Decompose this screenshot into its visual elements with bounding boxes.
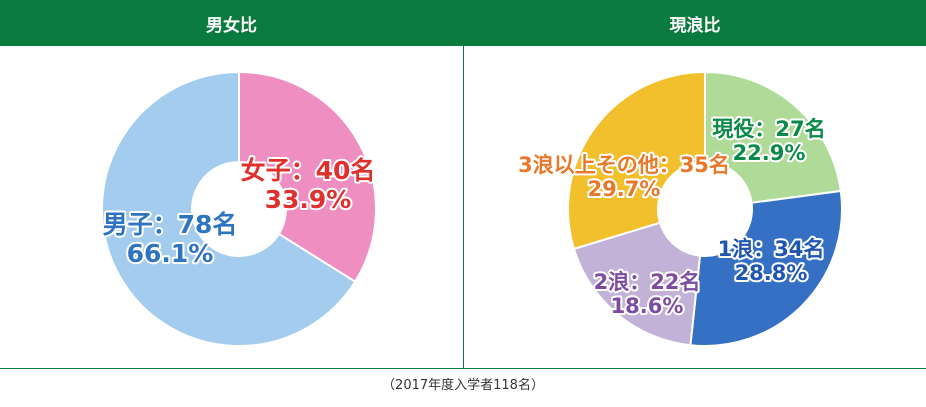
slice-name-count: 3浪以上その他：35名 (518, 153, 730, 177)
gender-ratio-panel: 男女比 女子：40名 33.9% 男子：78名 66.1% (0, 0, 463, 368)
ronin-slice-label-1: 1浪：34名 28.8% (718, 237, 825, 285)
ronin-slice-label-2: 2浪：22名 18.6% (594, 270, 701, 318)
panel-divider (463, 0, 464, 368)
slice-percent: 18.6% (611, 294, 684, 318)
ronin-ratio-panel: 現浪比 現役：27名 22.9% 1浪：34名 28.8% 2浪：22名 18.6% 3浪以… (464, 0, 926, 368)
ronin-slice-0 (704, 70, 842, 204)
slice-name-count: 現役：27名 (712, 117, 825, 141)
slice-name-count: 男子：78名 (103, 210, 238, 239)
bottom-divider (0, 368, 926, 369)
ronin-ratio-donut-chart: 現役：27名 22.9% 1浪：34名 28.8% 2浪：22名 18.6% 3浪以上その他… (516, 70, 843, 347)
slice-percent: 29.7% (588, 177, 661, 201)
gender-slice-label-0: 女子：40名 33.9% (241, 156, 376, 214)
ronin-slice-label-3: 3浪以上その他：35名 29.7% (518, 153, 730, 201)
slice-percent: 28.8% (735, 261, 808, 285)
footnote: （2017年度入学者118名） (382, 378, 544, 393)
gender-ratio-header: 男女比 (0, 0, 463, 46)
gender-ratio-title: 男女比 (206, 15, 257, 36)
gender-slice-1 (101, 70, 357, 347)
ronin-slice-2 (572, 221, 702, 347)
ronin-slice-1 (689, 189, 843, 347)
slice-name-count: 2浪：22名 (594, 270, 701, 294)
ronin-slice-3 (567, 70, 706, 251)
slice-name-count: 女子：40名 (241, 156, 376, 185)
slice-percent: 66.1% (127, 239, 214, 268)
ronin-ratio-title: 現浪比 (669, 15, 721, 36)
slice-percent: 22.9% (733, 141, 806, 165)
gender-ratio-donut-chart: 女子：40名 33.9%男子：78名 66.1% (101, 70, 377, 347)
ronin-slice-label-0: 現役：27名 22.9% (712, 117, 825, 165)
slice-name-count: 1浪：34名 (718, 237, 825, 261)
ronin-ratio-header: 現浪比 (464, 0, 926, 46)
gender-slice-0 (238, 70, 377, 284)
slice-percent: 33.9% (265, 185, 352, 214)
gender-slice-label-1: 男子：78名 66.1% (103, 210, 238, 268)
